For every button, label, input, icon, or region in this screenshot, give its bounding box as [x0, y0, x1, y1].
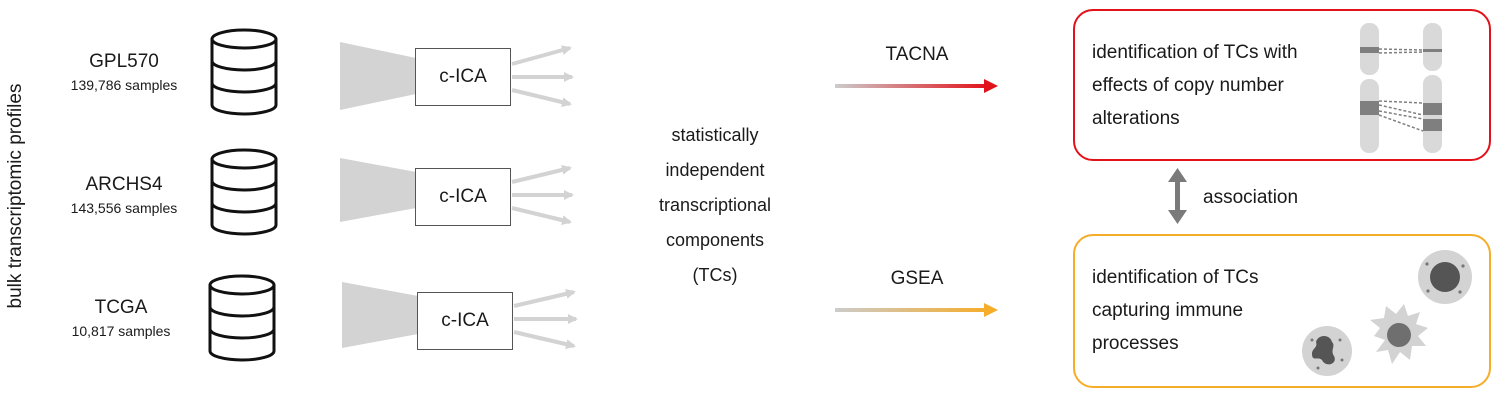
neutrophil-icon	[1302, 326, 1352, 376]
cna-result-line: alterations	[1092, 108, 1180, 129]
gsea-arrow	[835, 303, 998, 317]
cica-box-tcga: c-ICA	[417, 292, 513, 350]
output-arrows-3	[513, 288, 578, 350]
chromosome-icon	[1360, 23, 1442, 153]
association-label: association	[1203, 187, 1299, 208]
components-line: statistically	[671, 125, 759, 145]
funnel-icon-3	[342, 282, 418, 348]
components-line: transcriptional	[658, 195, 772, 215]
tacna-label: TACNA	[885, 44, 949, 65]
tacna-arrow	[835, 79, 998, 93]
immune-result-box: identification of TCs capturing immune p…	[1073, 234, 1491, 388]
immune-result-text: identification of TCs capturing immune p…	[1092, 261, 1342, 360]
dataset-count-tcga: 10,817 samples	[71, 323, 171, 339]
cna-result-text: identification of TCs with effects of co…	[1092, 36, 1342, 135]
cna-result-box: identification of TCs with effects of co…	[1073, 9, 1491, 161]
dataset-name-gpl570: GPL570	[89, 51, 159, 72]
output-arrows-2	[511, 165, 574, 225]
cica-box-archs4: c-ICA	[415, 168, 511, 226]
dataset-count-archs4: 143,556 samples	[70, 200, 178, 216]
output-arrows-1	[511, 45, 574, 107]
funnel-icon-2	[340, 158, 416, 222]
immune-cell-icon	[1302, 250, 1472, 376]
database-icon-archs4	[210, 148, 278, 236]
cna-result-line: effects of copy number	[1092, 75, 1284, 96]
dataset-name-tcga: TCGA	[94, 297, 148, 318]
immune-result-line: capturing immune	[1092, 300, 1244, 321]
immune-result-line: identification of TCs	[1092, 267, 1259, 288]
dataset-name-archs4: ARCHS4	[85, 174, 163, 195]
cna-result-line: identification of TCs with	[1092, 42, 1298, 63]
cica-box-gpl570: c-ICA	[415, 48, 511, 106]
components-description: statistically independent transcriptiona…	[640, 118, 790, 293]
dataset-count-gpl570: 139,786 samples	[70, 77, 178, 93]
components-line: independent	[665, 160, 765, 180]
immune-result-line: processes	[1092, 333, 1179, 354]
gsea-label: GSEA	[890, 268, 944, 289]
components-line: components	[665, 230, 765, 250]
database-icon-tcga	[208, 274, 276, 362]
funnel-icon-1	[340, 42, 416, 110]
macrophage-icon	[1370, 304, 1428, 364]
database-icon-gpl570	[210, 28, 278, 116]
components-line: (TCs)	[692, 265, 738, 285]
association-double-arrow	[1168, 168, 1187, 224]
lymphocyte-icon	[1418, 250, 1472, 304]
